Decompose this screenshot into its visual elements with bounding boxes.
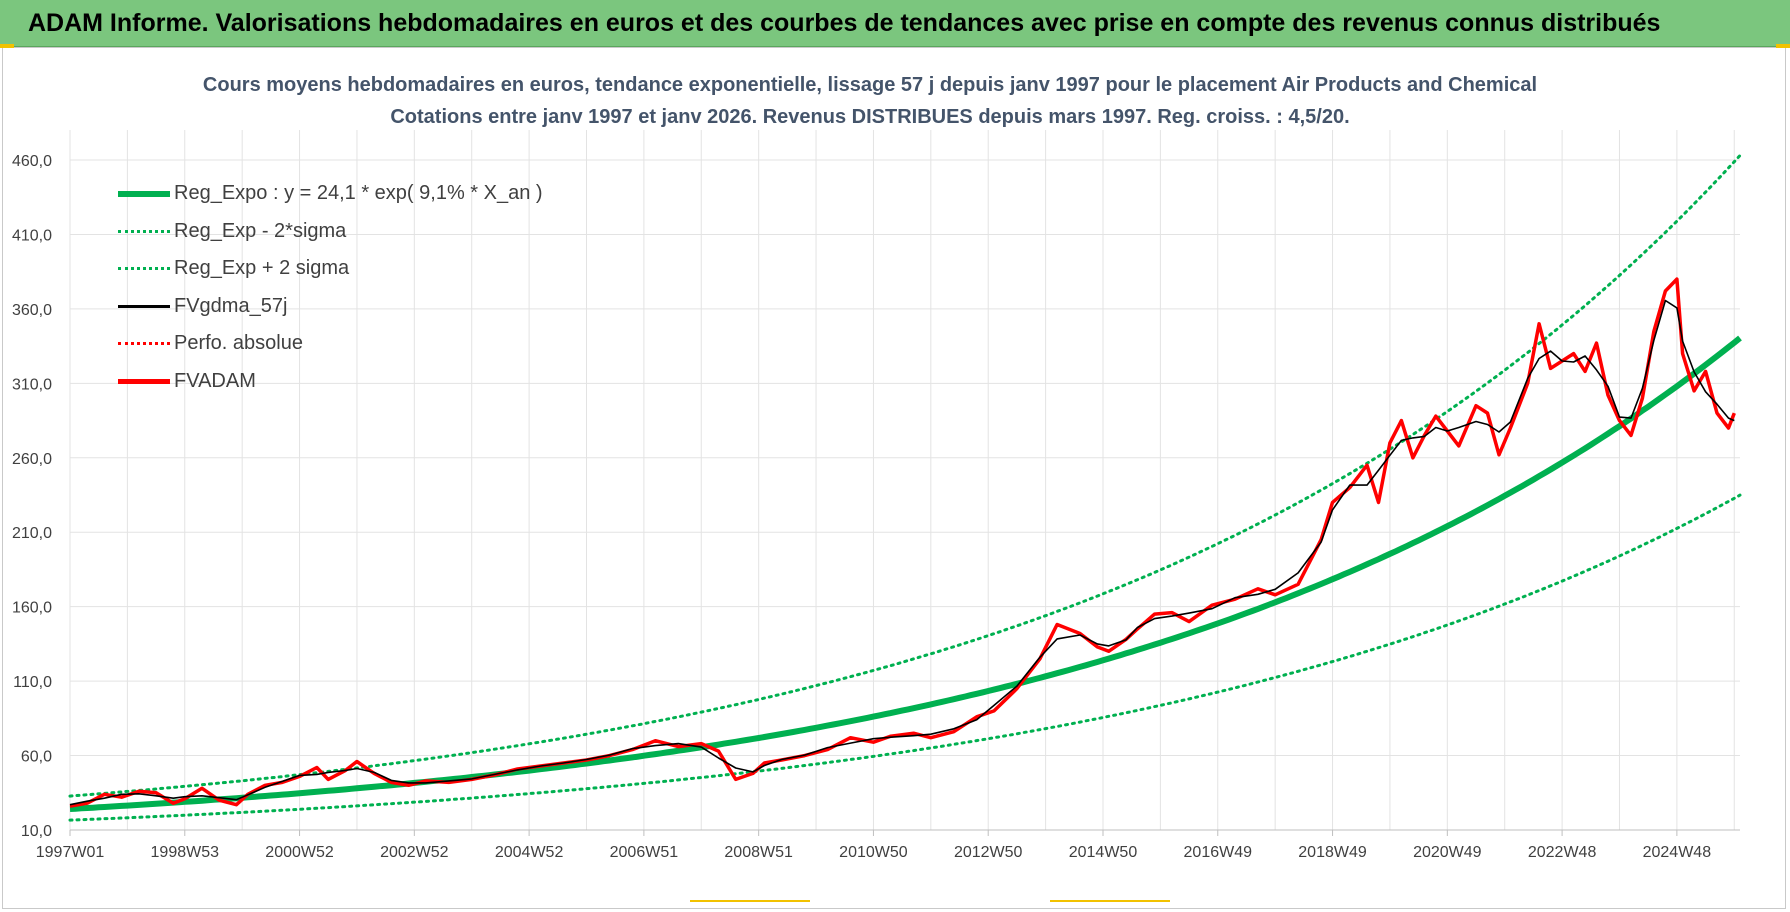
legend-label: Reg_Exp + 2 sigma <box>174 257 350 280</box>
x-tick-label: 2002W52 <box>380 844 449 861</box>
series-reg-expo <box>69 335 1742 812</box>
legend-label: FVADAM <box>174 369 256 392</box>
x-tick-label: 2006W51 <box>610 844 679 861</box>
series-reg-exp-minus-2-sigma <box>68 493 1742 822</box>
legend-item: Perfo. absolue <box>118 325 543 363</box>
chart-frame <box>2 47 1786 909</box>
legend-label: Perfo. absolue <box>174 332 303 355</box>
x-tick-label: 2010W50 <box>839 844 908 861</box>
x-tick-label: 2020W49 <box>1413 844 1482 861</box>
y-tick-label: 410,0 <box>12 227 52 244</box>
legend-label: Reg_Exp - 2*sigma <box>174 219 347 242</box>
y-tick-label: 460,0 <box>12 153 52 170</box>
legend-swatch <box>118 229 170 233</box>
x-tick-label: 2022W48 <box>1528 844 1597 861</box>
x-tick-label: 1998W53 <box>151 844 220 861</box>
y-tick-label: 10,0 <box>21 823 52 840</box>
legend-item: Reg_Expo : y = 24,1 * exp( 9,1% * X_an ) <box>118 175 543 213</box>
footer-mark-left <box>690 900 810 902</box>
report-banner: ADAM Informe. Valorisations hebdomadaire… <box>0 0 1790 47</box>
corner-mark-top-left <box>0 44 14 48</box>
legend-swatch <box>118 267 170 271</box>
x-tick-label: 2004W52 <box>495 844 564 861</box>
legend-item: Reg_Exp - 2*sigma <box>118 213 543 251</box>
chart-legend: Reg_Expo : y = 24,1 * exp( 9,1% * X_an )… <box>118 175 543 400</box>
y-tick-label: 260,0 <box>12 451 52 468</box>
x-tick-label: 2024W48 <box>1643 844 1712 861</box>
legend-item: Reg_Exp + 2 sigma <box>118 250 543 288</box>
corner-mark-top-right <box>1776 44 1790 48</box>
legend-swatch <box>118 190 170 197</box>
legend-item: FVgdma_57j <box>118 288 543 326</box>
series-fvgdma-57j <box>69 299 1735 806</box>
x-tick-label: 2008W51 <box>724 844 793 861</box>
x-tick-label: 2016W49 <box>1184 844 1253 861</box>
x-tick-label: 2000W52 <box>265 844 334 861</box>
legend-swatch <box>118 342 170 346</box>
chart-title: Cours moyens hebdomadaires en euros, ten… <box>202 74 1538 96</box>
legend-label: FVgdma_57j <box>174 294 288 317</box>
legend-swatch <box>118 304 170 308</box>
x-tick-label: 2014W50 <box>1069 844 1138 861</box>
y-tick-label: 110,0 <box>13 674 52 691</box>
legend-item: FVADAM <box>118 363 543 401</box>
y-tick-label: 60,0 <box>21 749 52 766</box>
report-title: ADAM Informe. Valorisations hebdomadaire… <box>28 9 1661 37</box>
x-tick-label: 1997W01 <box>36 844 105 861</box>
series-fvadam <box>69 277 1736 808</box>
y-tick-label: 210,0 <box>12 525 52 542</box>
legend-swatch <box>118 378 170 384</box>
x-tick-label: 2012W50 <box>954 844 1023 861</box>
footer-mark-right <box>1050 900 1170 902</box>
y-tick-label: 360,0 <box>12 302 52 319</box>
chart-subtitle: Cotations entre janv 1997 et janv 2026. … <box>390 106 1350 128</box>
legend-label: Reg_Expo : y = 24,1 * exp( 9,1% * X_an ) <box>174 182 543 205</box>
x-tick-label: 2018W49 <box>1298 844 1367 861</box>
y-tick-label: 310,0 <box>12 376 52 393</box>
y-tick-label: 160,0 <box>12 600 52 617</box>
